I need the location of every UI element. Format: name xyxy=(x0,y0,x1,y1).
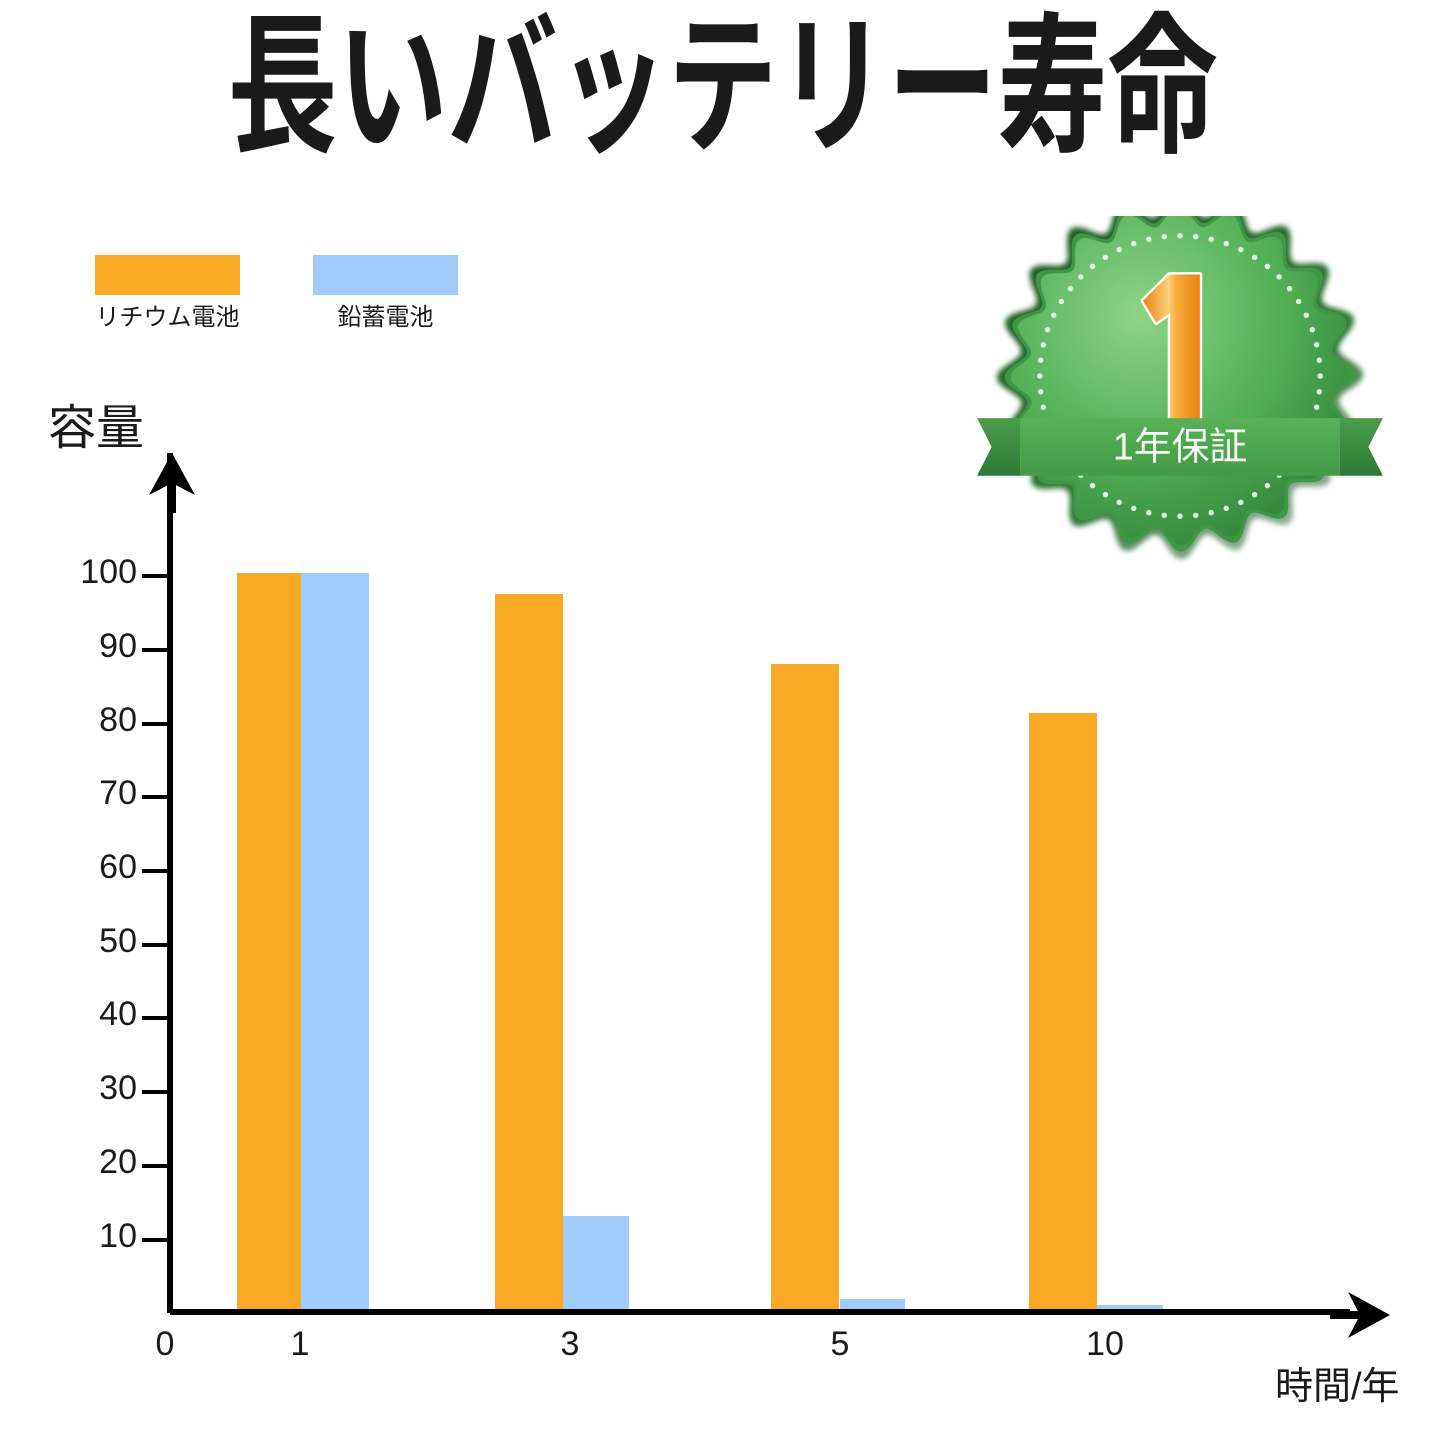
svg-text:1年保証: 1年保証 xyxy=(1113,426,1248,468)
